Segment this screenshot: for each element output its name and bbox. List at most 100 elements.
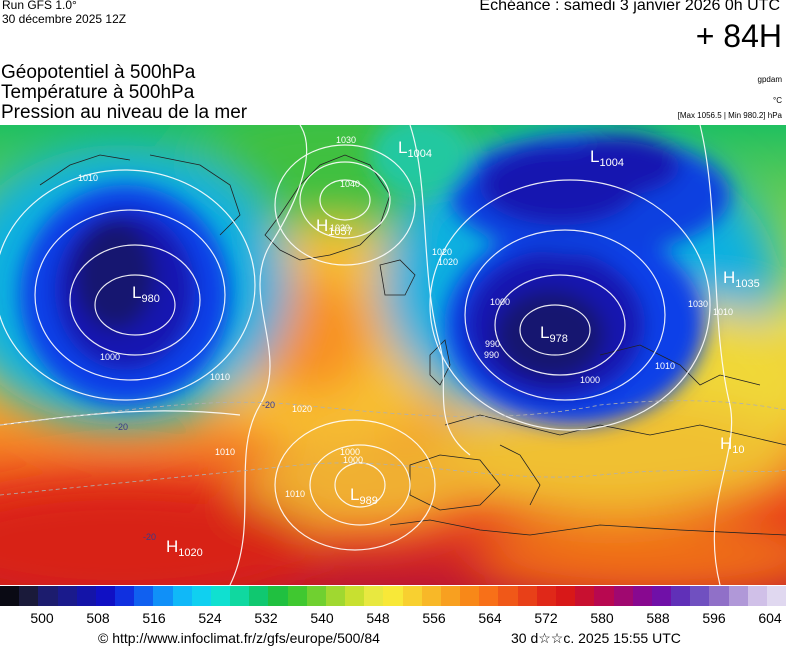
run-date-label: 30 décembre 2025 12Z	[2, 12, 127, 26]
colorbar-swatch	[421, 586, 441, 606]
colorbar-swatch	[460, 586, 480, 606]
colorbar-swatch	[153, 586, 173, 606]
colorbar-label: 500	[30, 610, 54, 626]
colorbar-swatch	[306, 586, 326, 606]
pressure-center-label: L1004	[590, 147, 624, 169]
parameter-temperature: Température à 500hPa	[1, 82, 195, 103]
isobar-label: 990	[484, 350, 499, 360]
isobar-label: 1020	[292, 404, 312, 414]
pressure-center-label: H10	[720, 434, 745, 456]
parameter-geopotential: Géopotentiel à 500hPa	[1, 62, 196, 83]
colorbar-swatch	[268, 586, 288, 606]
isobar-label: 1030	[330, 223, 350, 233]
isobar-label: 1010	[655, 361, 675, 371]
colorbar-swatch	[57, 586, 77, 606]
isobar-label: 1000	[340, 447, 360, 457]
unit-geopotential: gpdam	[757, 75, 782, 84]
isobar-label: 1000	[343, 455, 363, 465]
colorbar-label: 540	[310, 610, 334, 626]
pressure-center-label: L1004	[398, 138, 432, 160]
generation-timestamp: 30 d☆☆c. 2025 15:55 UTC	[511, 630, 681, 646]
pressure-center-label: H1057	[316, 216, 353, 238]
isobar-label: 1010	[78, 173, 98, 183]
weather-map: L980 H1057 L1004 L1004 L978 H1035 H1020 L989 H10…	[0, 125, 786, 585]
colorbar-swatch	[172, 586, 192, 606]
colorbar-swatch	[95, 586, 116, 606]
colorbar-swatch	[651, 586, 672, 606]
isobar-label: 1000	[100, 352, 120, 362]
colorbar-swatch	[575, 586, 595, 606]
colorbar-label: 548	[366, 610, 390, 626]
parameter-pressure: Pression au niveau de la mer	[1, 102, 248, 123]
colorbar-swatch	[230, 586, 250, 606]
colorbar-swatch	[498, 586, 518, 606]
colorbar-swatch	[690, 586, 710, 606]
colorbar-swatch	[517, 586, 537, 606]
colorbar-swatch	[747, 586, 767, 606]
colorbar-swatch	[728, 586, 748, 606]
colorbar-swatch	[19, 586, 39, 606]
pressure-center-label: L989	[350, 485, 378, 507]
colorbar-label: 516	[142, 610, 166, 626]
colorbar-label: 588	[646, 610, 670, 626]
pressure-center-label: L978	[540, 323, 568, 345]
colorbar-swatch	[0, 586, 20, 606]
colorbar-label: 604	[758, 610, 782, 626]
pressure-center-label: H1035	[723, 268, 760, 290]
colorbar-swatch	[345, 586, 365, 606]
colorbar-swatch	[364, 586, 384, 606]
colorbar	[0, 586, 786, 606]
colorbar-label: 580	[590, 610, 614, 626]
colorbar-swatch	[115, 586, 135, 606]
colorbar-swatch	[287, 586, 307, 606]
colorbar-swatch	[709, 586, 729, 606]
pressure-center-label: H1020	[166, 537, 203, 559]
isobar-label: 1010	[285, 489, 305, 499]
colorbar-swatch	[479, 586, 499, 606]
temperature-label: -20	[115, 422, 128, 432]
colorbar-labels: 500 508 516 524 532 540 548 556 564 572 580 588 596 6…	[0, 610, 786, 628]
colorbar-swatch	[210, 586, 231, 606]
isobar-value-labels: 1010103010401020103010101000990100010201…	[78, 135, 733, 499]
colorbar-swatch	[191, 586, 211, 606]
isobar-label: 1010	[215, 447, 235, 457]
colorbar-label: 508	[86, 610, 110, 626]
colorbar-swatch	[134, 586, 154, 606]
colorbar-swatch	[613, 586, 633, 606]
colorbar-swatch	[536, 586, 556, 606]
lead-time-label: + 84H	[695, 18, 782, 54]
credit-url: © http://www.infoclimat.fr/z/gfs/europe/…	[98, 630, 380, 646]
colorbar-swatch	[632, 586, 652, 606]
colorbar-swatch	[249, 586, 269, 606]
isobar-label: 1020	[432, 247, 452, 257]
colorbar-label: 596	[702, 610, 726, 626]
isobar-label: 1010	[210, 372, 230, 382]
colorbar-swatch	[325, 586, 346, 606]
colorbar-label: 524	[198, 610, 222, 626]
model-run-label: Run GFS 1.0°	[2, 0, 77, 12]
isobar-label: 1030	[336, 135, 356, 145]
temperature-value-labels: -20 -20 -20	[115, 400, 275, 542]
temperature-field	[0, 125, 786, 585]
isobar-label: 1020	[438, 257, 458, 267]
isobar-label: 990	[485, 339, 500, 349]
colorbar-swatch	[76, 586, 96, 606]
colorbar-swatch	[766, 586, 786, 606]
isobars	[0, 125, 733, 585]
colorbar-label: 532	[254, 610, 278, 626]
colorbar-swatch	[440, 586, 461, 606]
colorbar-swatch	[402, 586, 422, 606]
colorbar-swatch	[38, 586, 58, 606]
temperature-label: -20	[143, 532, 156, 542]
temperature-label: -20	[262, 400, 275, 410]
isobar-label: 1040	[340, 179, 360, 189]
colorbar-swatch	[555, 586, 576, 606]
colorbar-swatch	[383, 586, 403, 606]
pressure-center-label: L980	[132, 283, 160, 305]
isobar-label: 1030	[688, 299, 708, 309]
colorbar-swatch	[671, 586, 691, 606]
isobar-label: 1000	[490, 297, 510, 307]
pressure-centers: L980 H1057 L1004 L1004 L978 H1035 H1020 L989 H10	[132, 138, 760, 559]
isobar-label: 1010	[713, 307, 733, 317]
isobar-label: 1000	[580, 375, 600, 385]
